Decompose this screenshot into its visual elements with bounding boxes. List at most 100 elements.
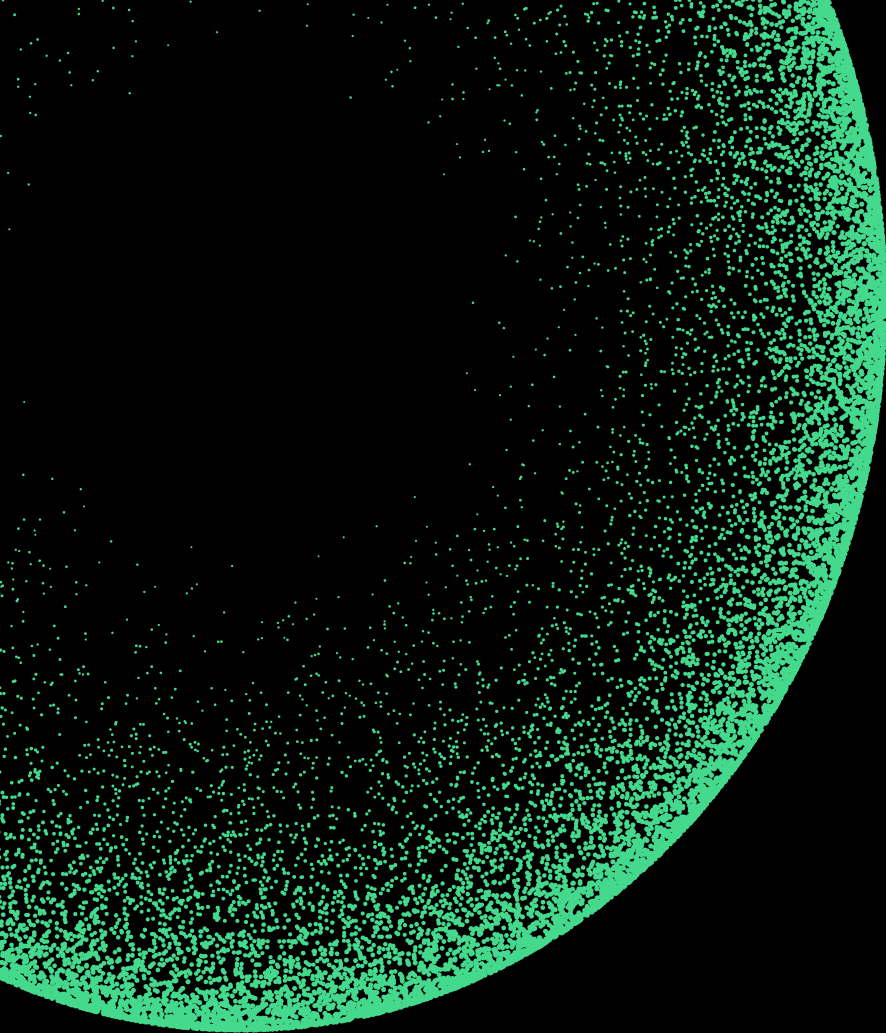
particle [747,383,752,388]
particle [611,405,615,409]
particle [190,745,194,749]
particle [812,333,817,338]
particle [613,171,617,174]
particle [165,895,170,900]
particle [754,411,759,415]
particle [704,524,709,529]
particle [709,178,714,183]
particle [248,936,253,941]
particle [305,704,308,707]
particle [748,292,752,297]
particle [378,832,383,837]
particle [8,885,13,890]
particle [783,311,788,315]
particle [586,783,592,788]
particle [522,167,526,171]
particle [712,652,717,657]
particle [604,469,608,473]
particle [755,407,760,412]
particle [222,745,226,749]
particle [618,678,623,682]
particle [721,331,725,335]
particle [569,853,575,859]
particle [66,51,70,55]
particle [435,777,439,781]
particle [282,619,285,622]
particle [720,557,725,562]
particle [631,54,635,58]
particle [137,676,140,680]
particle [681,328,685,332]
particle [468,641,471,644]
particle [785,114,791,119]
particle [766,104,771,109]
particle [555,522,559,525]
particle [495,846,499,851]
particle [162,887,167,892]
particle [679,3,684,8]
particle [553,134,557,138]
particle [622,290,626,293]
particle [746,445,751,450]
particle [716,195,721,200]
particle [758,46,763,51]
particle [198,929,203,934]
particle [148,747,152,751]
particle [267,815,271,819]
particle [533,835,538,841]
particle [155,967,161,973]
particle [799,537,805,543]
particle [666,576,671,580]
particle [619,683,624,688]
particle [587,268,591,272]
particle [801,590,807,596]
particle [258,974,264,980]
particle [252,806,256,809]
particle [747,650,753,656]
particle [274,879,278,884]
particle [451,657,455,660]
particle [611,428,614,431]
particle [599,747,604,752]
particle [727,73,732,78]
particle [803,594,808,600]
particle [376,949,382,955]
particle [666,624,671,628]
particle [246,899,251,904]
particle [579,540,583,544]
particle [755,587,761,592]
particle [376,730,380,734]
particle [660,142,664,146]
particle [451,806,455,810]
particle [579,733,583,737]
particle [668,586,673,590]
particle [699,672,705,677]
particle [729,504,734,509]
particle [626,205,630,209]
particle [311,761,315,765]
particle [589,795,594,800]
particle [326,976,332,982]
particle [130,946,136,952]
particle [432,641,435,645]
particle [152,860,156,865]
particle [685,91,689,96]
particle [694,492,698,496]
particle [29,778,34,782]
particle [812,337,818,342]
particle [251,681,255,685]
particle [716,368,720,372]
particle [456,574,459,577]
particle [505,33,509,37]
particle [289,833,293,837]
particle [5,807,10,811]
particle [852,372,858,378]
particle [807,334,812,339]
particle [677,203,681,207]
particle [554,845,560,851]
particle [446,799,451,804]
particle [323,841,327,846]
particle [0,865,5,870]
particle [763,473,769,478]
particle [731,494,736,499]
